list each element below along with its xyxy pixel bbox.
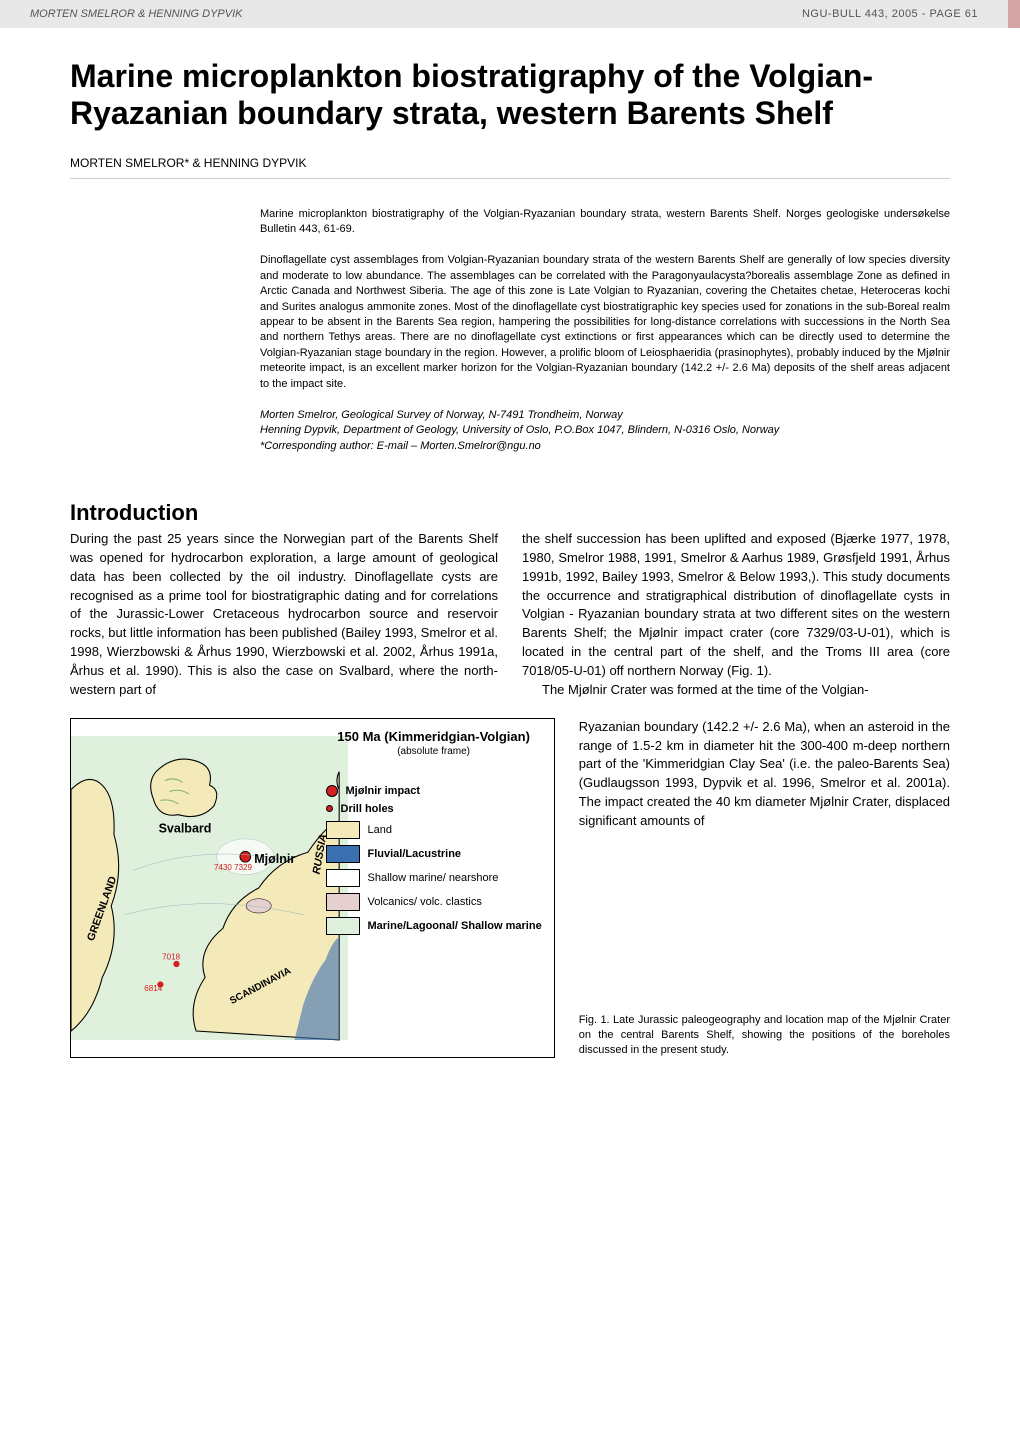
- abstract-body: Dinoflagellate cyst assemblages from Vol…: [260, 253, 950, 392]
- legend-label-impact: Mjølnir impact: [346, 785, 421, 797]
- legend-label-volc: Volcanics/ volc. clastics: [368, 896, 482, 908]
- legend-label-lagoonal: Marine/Lagoonal/ Shallow marine: [368, 920, 542, 932]
- land-swatch-icon: [326, 821, 360, 839]
- map-label-svalbard: Svalbard: [159, 821, 212, 835]
- legend-label-shallow: Shallow marine/ nearshore: [368, 872, 499, 884]
- intro-col-left: During the past 25 years since the Norwe…: [70, 530, 498, 700]
- abstract-citation: Marine microplankton biostratigraphy of …: [260, 207, 950, 238]
- figure-side-column: Ryazanian boundary (142.2 +/- 2.6 Ma), w…: [579, 718, 950, 1058]
- volc-swatch-icon: [326, 893, 360, 911]
- figure-1-map: Svalbard 7430 7329 Mjølnir GREENLAND RUS…: [70, 718, 555, 1058]
- legend-item-shallow: Shallow marine/ nearshore: [326, 869, 542, 887]
- map-label-mjolnir: Mjølnir: [254, 852, 295, 866]
- intro-columns: During the past 25 years since the Norwe…: [70, 530, 950, 700]
- legend-label-land: Land: [368, 824, 392, 836]
- page-content: Marine microplankton biostratigraphy of …: [0, 28, 1020, 1098]
- intro-col-right: the shelf succession has been uplifted a…: [522, 530, 950, 700]
- header-page-ref: NGU-BULL 443, 2005 - PAGE 61: [802, 8, 978, 20]
- legend-item-fluvial: Fluvial/Lacustrine: [326, 845, 542, 863]
- legend-subtitle: (absolute frame): [326, 746, 542, 757]
- fluvial-swatch-icon: [326, 845, 360, 863]
- legend-item-impact: Mjølnir impact: [326, 785, 542, 797]
- shallow-swatch-icon: [326, 869, 360, 887]
- intro-right-p2: The Mjølnir Crater was formed at the tim…: [522, 681, 869, 700]
- author-line: MORTEN SMELROR* & HENNING DYPVIK: [70, 156, 950, 179]
- header-authors: MORTEN SMELROR & HENNING DYPVIK: [30, 8, 243, 20]
- map-label-hole-7018: 7018: [162, 952, 180, 961]
- affiliation-2: Henning Dypvik, Department of Geology, U…: [260, 423, 950, 438]
- legend-item-drill: Drill holes: [326, 803, 542, 815]
- page-header: MORTEN SMELROR & HENNING DYPVIK NGU-BULL…: [0, 0, 1020, 28]
- legend-item-volc: Volcanics/ volc. clastics: [326, 893, 542, 911]
- legend-title: 150 Ma (Kimmeridgian-Volgian): [326, 729, 542, 744]
- figure-row: Svalbard 7430 7329 Mjølnir GREENLAND RUS…: [70, 718, 950, 1058]
- affiliation-3: *Corresponding author: E-mail – Morten.S…: [260, 439, 950, 454]
- figure-1-caption: Fig. 1. Late Jurassic paleogeography and…: [579, 1013, 950, 1058]
- legend-item-land: Land: [326, 821, 542, 839]
- intro-continuation: Ryazanian boundary (142.2 +/- 2.6 Ma), w…: [579, 718, 950, 831]
- drill-dot-icon: [326, 805, 333, 812]
- affiliation-1: Morten Smelror, Geological Survey of Nor…: [260, 408, 950, 423]
- map-legend: 150 Ma (Kimmeridgian-Volgian) (absolute …: [326, 729, 542, 941]
- legend-label-drill: Drill holes: [341, 803, 394, 815]
- legend-item-lagoonal: Marine/Lagoonal/ Shallow marine: [326, 917, 542, 935]
- abstract-block: Marine microplankton biostratigraphy of …: [260, 207, 950, 454]
- legend-label-fluvial: Fluvial/Lacustrine: [368, 848, 462, 860]
- intro-right-p1: the shelf succession has been uplifted a…: [522, 531, 950, 678]
- map-label-mjolnir-code: 7430 7329: [214, 863, 252, 872]
- impact-dot-icon: [326, 785, 338, 797]
- paper-title: Marine microplankton biostratigraphy of …: [70, 58, 950, 132]
- section-heading-introduction: Introduction: [70, 500, 950, 526]
- map-label-hole-6814: 6814: [144, 983, 162, 992]
- lagoonal-swatch-icon: [326, 917, 360, 935]
